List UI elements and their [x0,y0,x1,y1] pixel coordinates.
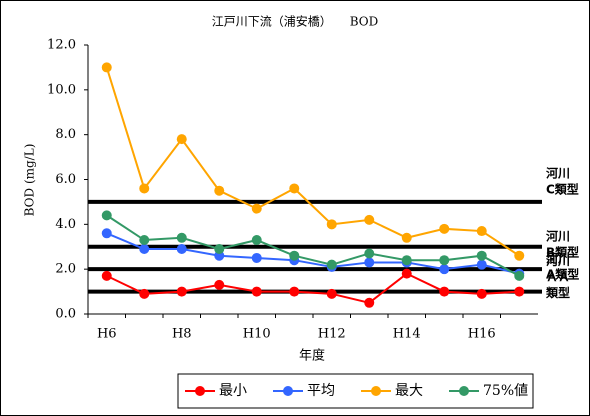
point [139,243,150,254]
point [476,288,487,299]
point [101,210,112,221]
legend-marker [459,386,469,396]
chart-title: 江戸川下流（浦安橋） BOD [212,14,379,29]
legend-label: 最大 [395,383,423,399]
reference-label: A類型 [546,267,579,282]
point [214,243,225,254]
point [326,288,337,299]
x-tick-label: H6 [97,327,117,342]
point [101,228,112,239]
point [139,183,150,194]
reference-label: 河川 [545,165,570,180]
point [214,185,225,196]
reference-label: C類型 [546,181,579,196]
point [364,248,375,259]
point [176,286,187,297]
legend-marker [195,386,205,396]
y-tick-label: 2.0 [55,262,76,277]
series-line [105,67,520,257]
point [289,250,300,261]
reference-label: 類型 [545,285,570,300]
x-tick-label: H8 [172,327,192,342]
point [101,62,112,73]
x-tick-label: H10 [243,327,271,342]
reference-label: B類型 [546,244,579,259]
reference-label: 河川 [545,228,570,243]
legend-label: 最小 [219,383,247,399]
x-axis-label: 年度 [299,348,325,364]
point [101,270,112,281]
x-tick-label: H16 [468,327,496,342]
y-tick-label: 4.0 [55,217,76,232]
legend-label: 75%値 [483,383,528,399]
point [214,279,225,290]
point [364,257,375,268]
point [364,214,375,225]
y-tick-label: 8.0 [55,127,76,142]
point [476,250,487,261]
point [439,255,450,266]
point [251,252,262,263]
y-tick-label: 0.0 [55,307,76,322]
reference-label: ＡＡ [546,270,570,284]
point [251,235,262,246]
y-axis-label: BOD (mg/L) [23,144,37,217]
point [401,232,412,243]
point [476,226,487,237]
point [476,259,487,270]
y-tick-label: 6.0 [55,172,76,187]
point [289,183,300,194]
legend-marker [371,386,381,396]
y-tick-label: 12.0 [47,38,76,53]
series-line [106,214,520,277]
point [289,286,300,297]
series-line [106,272,520,304]
point [176,243,187,254]
point [326,259,337,270]
point [514,286,525,297]
point [251,203,262,214]
point [326,219,337,230]
point [176,232,187,243]
point [176,134,187,145]
point [139,235,150,246]
point [139,288,150,299]
point [251,286,262,297]
x-tick-label: H14 [393,327,421,342]
point [514,270,525,281]
point [401,255,412,266]
legend-marker [283,386,293,396]
point [364,297,375,308]
y-tick-label: 10.0 [47,82,76,97]
series-line [106,232,520,275]
reference-label: 河川 [545,253,570,268]
point [439,223,450,234]
x-tick-label: H12 [318,327,346,342]
point [401,268,412,279]
point [439,286,450,297]
point [439,264,450,275]
reference-label: 河川 [545,251,570,266]
point [514,250,525,261]
legend-label: 平均 [307,383,335,399]
